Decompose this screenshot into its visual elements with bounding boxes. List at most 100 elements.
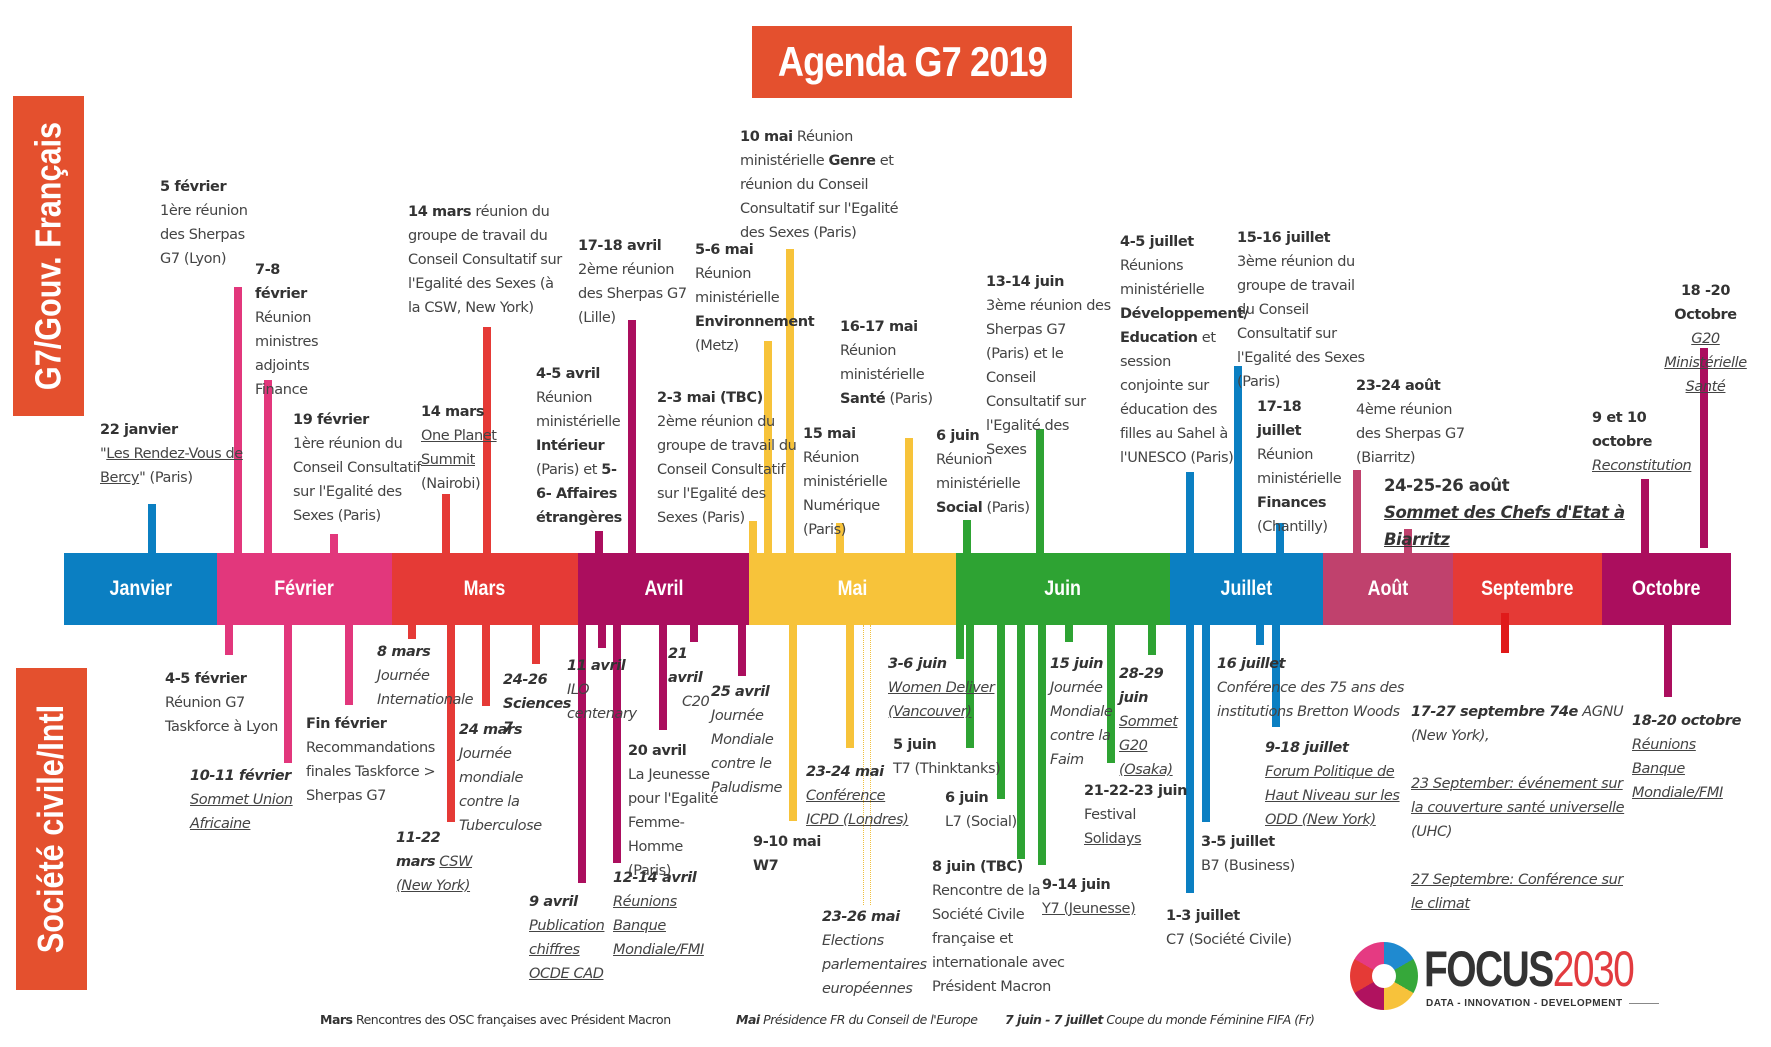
stem	[148, 504, 156, 554]
event-text: 3ème réunion des Sherpas G7 (Paris) et l…	[986, 298, 1111, 458]
stem	[1353, 470, 1361, 554]
event-text: Rencontre de la Société Civile française…	[932, 883, 1065, 995]
event-date: 4-5 juillet	[1120, 234, 1194, 250]
event-text: (Chantilly)	[1257, 519, 1328, 535]
event-link[interactable]: Conférence ICPD (Londres)	[806, 788, 909, 828]
event-17-27-septembre: 17-27 septembre 74e AGNU (New York), 23 …	[1411, 700, 1636, 916]
event-text: Réunion ministérielle	[840, 343, 925, 383]
event-link[interactable]: 27 Septembre: Conférence sur le climat	[1411, 872, 1623, 912]
month-mars: Mars	[392, 553, 578, 625]
event-link[interactable]: Sommet des Chefs d'Etat à Biarritz	[1384, 503, 1625, 549]
event-link[interactable]: Reconstitution	[1592, 458, 1692, 474]
event-text: 1ère réunion du Conseil Consultatif sur …	[293, 436, 422, 524]
stem	[1501, 613, 1509, 653]
event-bold: Social	[936, 500, 983, 516]
stem	[483, 327, 491, 554]
event-link[interactable]: CSW (New York)	[396, 854, 473, 894]
event-6-juin-l7: 6 juin L7 (Social)	[945, 786, 1025, 834]
event-text: Réunion ministres adjoints Finance	[255, 310, 319, 398]
event-15-mai: 15 mai Réunion ministérielle Numérique (…	[803, 422, 913, 542]
event-16-17-mai: 16-17 mai Réunion ministérielle Santé (P…	[840, 315, 950, 411]
event-bold: Santé	[840, 391, 886, 407]
event-link[interactable]: 23 September: événement sur la couvertur…	[1411, 776, 1625, 816]
stem	[532, 625, 540, 664]
event-text: Réunion G7 Taskforce à Lyon	[165, 695, 278, 735]
event-link[interactable]: Sommet G20 (Osaka)	[1119, 714, 1178, 778]
event-text: Recommandations finales Taskforce > Sher…	[306, 740, 436, 804]
event-date: 5-6 mai	[695, 242, 754, 258]
event-date: 14 mars	[421, 404, 485, 420]
stem	[613, 625, 621, 863]
page-title: Agenda G7 2019	[752, 26, 1072, 98]
event-23-24-mai: 23-24 mai Conférence ICPD (Londres)	[806, 760, 921, 832]
stem	[749, 521, 757, 554]
event-link[interactable]: G20 Ministérielle Santé	[1664, 331, 1747, 395]
title-text: Agenda G7 2019	[777, 38, 1047, 85]
stem	[264, 380, 272, 554]
event-text: Réunion ministérielle	[1257, 447, 1342, 487]
event-date: 19 février	[293, 412, 369, 428]
event-text: ILO centenary	[567, 682, 637, 722]
logo-name-a: FOCUS	[1424, 941, 1554, 997]
event-2-3-mai: 2-3 mai (TBC) 2ème réunion du groupe de …	[657, 386, 797, 530]
event-link[interactable]: Solidays	[1084, 831, 1142, 847]
event-link[interactable]: Réunions Banque Mondiale/FMI	[1632, 737, 1723, 801]
event-date: 8 juin (TBC)	[932, 859, 1023, 875]
event-date: 2-3 mai (TBC)	[657, 390, 763, 406]
event-bold: Genre	[828, 153, 876, 169]
stem	[1017, 625, 1025, 859]
stem	[690, 625, 698, 642]
stem	[764, 341, 772, 554]
event-link[interactable]: Women Deliver (Vancouver)	[888, 680, 995, 720]
event-22-janvier: 22 janvier "Les Rendez-Vous de Bercy" (P…	[100, 418, 250, 490]
event-link[interactable]: Forum Politique de Haut Niveau sur les O…	[1265, 764, 1400, 828]
event-link[interactable]: One Planet Summit	[421, 428, 497, 468]
event-link[interactable]: Réunions Banque Mondiale/FMI	[613, 894, 704, 958]
event-link[interactable]: Les Rendez-Vous de Bercy	[100, 446, 243, 486]
event-10-mai: 10 mai Réunion ministérielle Genre et ré…	[740, 125, 910, 245]
footnote-coupe-du-monde: 7 juin - 7 juillet Coupe du monde Fémini…	[1005, 1012, 1315, 1027]
event-link[interactable]: Sommet Union Africaine	[190, 792, 293, 832]
stem	[786, 249, 794, 554]
event-text: 1ère réunion des Sherpas G7 (Lyon)	[160, 203, 248, 267]
event-19-fevrier: 19 février 1ère réunion du Conseil Consu…	[293, 408, 423, 528]
event-3-6-juin: 3-6 juin Women Deliver (Vancouver)	[888, 652, 998, 724]
event-date: 14 mars	[408, 204, 472, 220]
event-bold: Développement/ Education	[1120, 306, 1249, 346]
event-text: L7 (Social)	[945, 814, 1017, 830]
side-label-bottom-text: Société civile/Intl	[30, 704, 72, 954]
stem	[659, 625, 667, 730]
event-date: 1-3 juillet	[1166, 908, 1240, 924]
event-date: 22 janvier	[100, 422, 178, 438]
event-28-29-juin: 28-29 juin Sommet G20 (Osaka)	[1119, 662, 1194, 782]
stem	[1276, 523, 1284, 554]
event-date: 6 juin	[945, 790, 989, 806]
event-text: Réunions ministérielle	[1120, 258, 1205, 298]
event-5-juin: 5 juin T7 (Thinktanks)	[893, 733, 1003, 781]
stem	[956, 625, 964, 659]
stem	[598, 625, 606, 648]
event-24-26-mars: 24-26 Sciences 7	[503, 668, 573, 740]
footnote-mai: Mai Présidence FR du Conseil de l'Europe	[736, 1012, 978, 1027]
stem	[1036, 429, 1044, 554]
event-text: Journée Internationale	[377, 668, 474, 708]
event-11-avril: 11 avril ILO centenary	[567, 654, 662, 726]
month-septembre: Septembre	[1453, 553, 1602, 625]
stem	[1186, 472, 1194, 554]
event-text: (Paris)	[986, 500, 1030, 516]
stem	[1234, 366, 1242, 554]
month-janvier: Janvier	[64, 553, 217, 625]
event-date: 9-14 juin	[1042, 877, 1111, 893]
event-date: 16-17 mai	[840, 319, 918, 335]
footnote-bold: 7 juin - 7 juillet	[1005, 1012, 1103, 1027]
stem	[234, 287, 242, 554]
event-text: (Metz)	[695, 338, 739, 354]
event-date: 8 mars	[377, 644, 431, 660]
event-link[interactable]: Publication chiffres OCDE CAD	[529, 918, 605, 982]
event-date: 17-18 avril	[578, 238, 662, 254]
stem	[836, 523, 844, 554]
event-text: et session conjointe sur éducation des f…	[1120, 330, 1234, 466]
event-link[interactable]: Y7 (Jeunesse)	[1042, 901, 1136, 917]
event-text: C20	[682, 694, 710, 710]
event-text: réunion du groupe de travail du Conseil …	[408, 204, 562, 316]
